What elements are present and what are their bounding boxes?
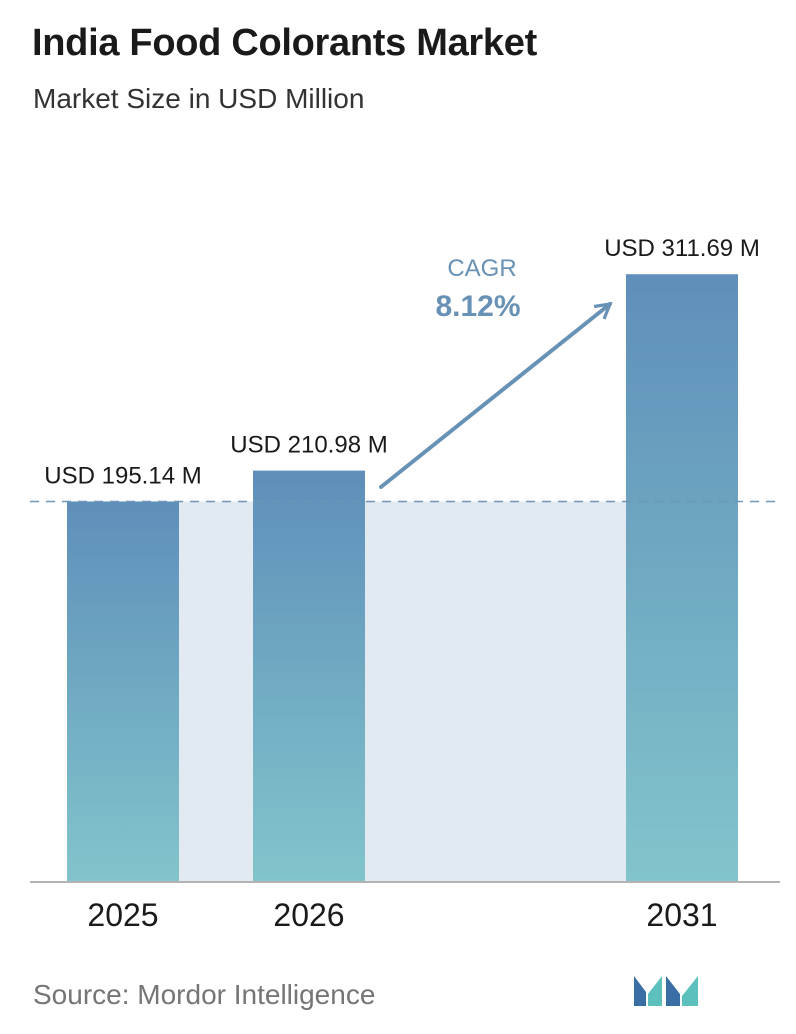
source-text: Source: Mordor Intelligence: [33, 979, 376, 1010]
category-label-2025: 2025: [87, 897, 158, 933]
value-label-2025: USD 195.14 M: [44, 462, 201, 489]
category-label-2031: 2031: [646, 897, 717, 933]
cagr-value: 8.12%: [435, 290, 520, 323]
cagr-arrow: [379, 301, 613, 489]
value-label-2026: USD 210.98 M: [230, 432, 387, 459]
value-label-2031: USD 311.69 M: [604, 235, 760, 262]
mordor-intelligence-logo-icon: [634, 976, 698, 1006]
category-label-2026: 2026: [273, 897, 344, 933]
chart-title: India Food Colorants Market: [32, 22, 537, 64]
bar-2025: [67, 501, 179, 882]
cagr-label: CAGR: [447, 255, 516, 282]
chart-subtitle: Market Size in USD Million: [33, 83, 365, 114]
bar-2026: [253, 470, 365, 882]
bar-2031: [626, 274, 738, 883]
